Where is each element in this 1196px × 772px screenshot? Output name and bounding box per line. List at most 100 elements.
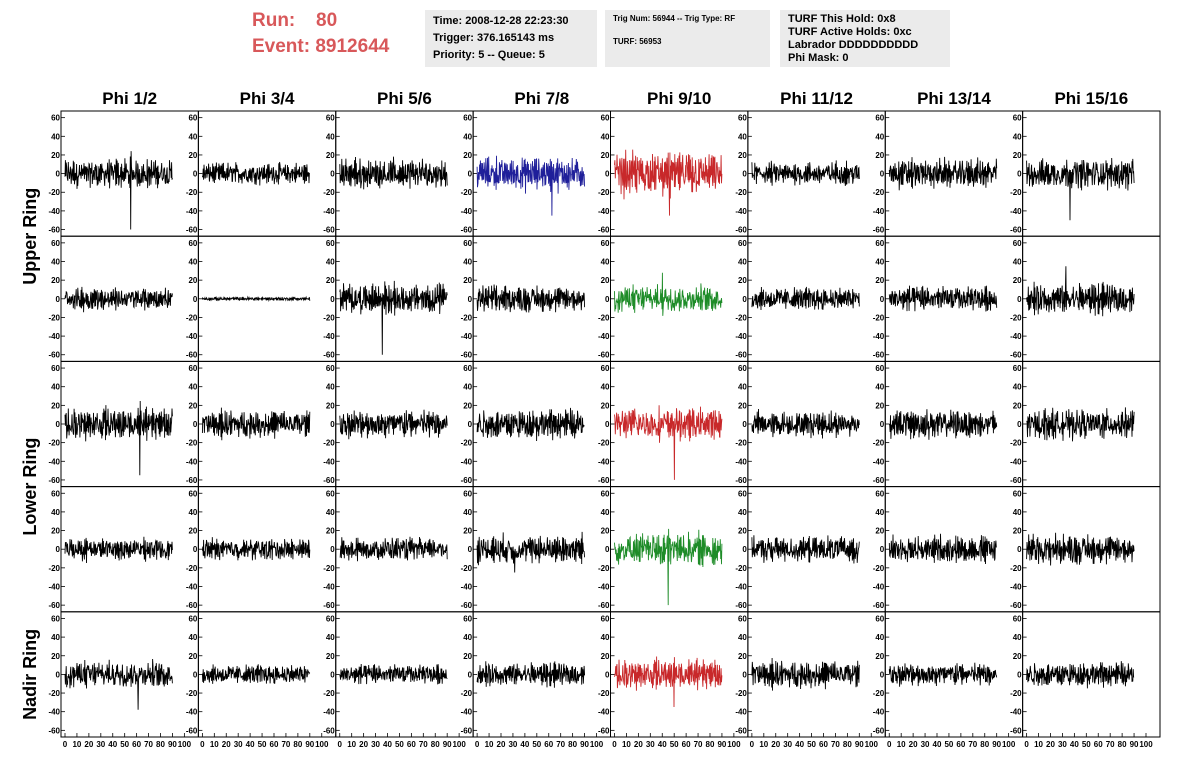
- x-tick-label: 0: [200, 740, 205, 749]
- y-tick-label: -60: [461, 476, 473, 485]
- x-tick-label: 60: [270, 740, 279, 749]
- y-tick-label: -40: [48, 582, 60, 591]
- y-tick-label: 60: [51, 114, 60, 123]
- x-tick-label: 100: [727, 740, 741, 749]
- y-tick-label: -40: [323, 708, 335, 717]
- y-tick-label: 0: [742, 420, 747, 429]
- y-tick-label: 60: [738, 239, 747, 248]
- waveform-trace: [64, 400, 173, 476]
- labrador-text: Labrador DDDDDDDDDD: [788, 39, 919, 51]
- y-tick-label: 20: [463, 652, 472, 661]
- y-tick-label: 60: [326, 364, 335, 373]
- x-tick-label: 80: [706, 740, 715, 749]
- priority-text: Priority: 5 -- Queue: 5: [433, 49, 545, 61]
- y-tick-label: -20: [873, 564, 885, 573]
- y-tick-label: 0: [880, 170, 885, 179]
- x-tick-label: 90: [717, 740, 726, 749]
- turf-active-text: TURF Active Holds: 0xc: [788, 26, 912, 38]
- x-tick-label: 90: [855, 740, 864, 749]
- y-tick-label: -60: [461, 726, 473, 735]
- waveform-trace: [339, 663, 448, 685]
- waveform-trace: [751, 657, 860, 691]
- y-tick-label: 20: [1013, 151, 1022, 160]
- y-tick-label: 60: [326, 114, 335, 123]
- x-tick-label: 70: [1106, 740, 1115, 749]
- y-tick-label: -20: [48, 564, 60, 573]
- y-tick-label: 60: [51, 614, 60, 623]
- turf-text: TURF: 56953: [613, 37, 662, 46]
- x-tick-label: 90: [580, 740, 589, 749]
- y-tick-label: -20: [323, 689, 335, 698]
- y-tick-label: 60: [875, 114, 884, 123]
- y-tick-label: -20: [735, 313, 747, 322]
- trigger-info-panel: Time: 2008-12-28 22:23:30 Trigger: 376.1…: [425, 10, 597, 67]
- y-tick-label: 60: [1013, 489, 1022, 498]
- y-tick-label: -20: [323, 439, 335, 448]
- y-tick-label: -40: [186, 332, 198, 341]
- y-tick-label: 0: [742, 670, 747, 679]
- y-tick-label: -60: [598, 351, 610, 360]
- y-tick-label: 20: [875, 276, 884, 285]
- y-tick-label: -60: [186, 351, 198, 360]
- y-tick-label: -20: [598, 439, 610, 448]
- x-tick-label: 60: [407, 740, 416, 749]
- y-tick-label: -20: [735, 564, 747, 573]
- y-tick-label: -40: [186, 582, 198, 591]
- y-tick-label: 0: [880, 670, 885, 679]
- x-tick-label: 100: [1002, 740, 1016, 749]
- x-tick-label: 60: [132, 740, 141, 749]
- y-tick-label: -20: [873, 313, 885, 322]
- y-tick-label: -60: [48, 726, 60, 735]
- y-tick-label: 60: [1013, 614, 1022, 623]
- waveform-trace: [339, 536, 448, 562]
- waveform-trace: [751, 160, 860, 187]
- y-tick-label: 20: [738, 527, 747, 536]
- x-tick-label: 90: [443, 740, 452, 749]
- y-tick-label: 20: [463, 401, 472, 410]
- x-tick-label: 0: [887, 740, 892, 749]
- waveform-trace: [614, 272, 723, 316]
- y-tick-label: 0: [880, 420, 885, 429]
- y-tick-label: -20: [873, 439, 885, 448]
- y-tick-label: -40: [461, 332, 473, 341]
- x-tick-label: 100: [590, 740, 604, 749]
- y-tick-label: 40: [463, 132, 472, 141]
- y-tick-label: -20: [48, 188, 60, 197]
- y-tick-label: -40: [1010, 457, 1022, 466]
- y-tick-label: 20: [1013, 401, 1022, 410]
- y-tick-label: 20: [738, 652, 747, 661]
- y-tick-label: -20: [461, 564, 473, 573]
- x-tick-label: 20: [222, 740, 231, 749]
- y-tick-label: 40: [188, 508, 197, 517]
- y-tick-label: -20: [186, 313, 198, 322]
- y-tick-label: 20: [463, 527, 472, 536]
- waveform-trace: [751, 408, 860, 439]
- y-tick-label: 40: [51, 258, 60, 267]
- x-tick-label: 10: [72, 740, 81, 749]
- x-tick-label: 50: [1082, 740, 1091, 749]
- y-tick-label: 40: [1013, 508, 1022, 517]
- y-tick-label: 40: [51, 383, 60, 392]
- y-tick-label: 20: [326, 276, 335, 285]
- y-tick-label: 0: [1017, 420, 1022, 429]
- y-tick-label: 0: [742, 295, 747, 304]
- x-tick-label: 10: [759, 740, 768, 749]
- y-tick-label: 60: [326, 614, 335, 623]
- y-tick-label: -20: [1010, 188, 1022, 197]
- x-tick-label: 40: [1070, 740, 1079, 749]
- y-tick-label: -40: [48, 708, 60, 717]
- x-tick-label: 50: [670, 740, 679, 749]
- y-tick-label: 20: [188, 151, 197, 160]
- x-tick-label: 50: [395, 740, 404, 749]
- y-tick-label: 60: [188, 364, 197, 373]
- y-tick-label: 40: [875, 132, 884, 141]
- waveform-trace: [751, 535, 860, 564]
- y-tick-label: -60: [873, 351, 885, 360]
- run-line: Run: 80: [252, 8, 422, 34]
- x-tick-label: 70: [556, 740, 565, 749]
- x-tick-label: 30: [783, 740, 792, 749]
- x-tick-label: 0: [475, 740, 480, 749]
- y-tick-label: -20: [186, 188, 198, 197]
- run-label: Run:: [252, 10, 296, 31]
- y-tick-label: 20: [601, 401, 610, 410]
